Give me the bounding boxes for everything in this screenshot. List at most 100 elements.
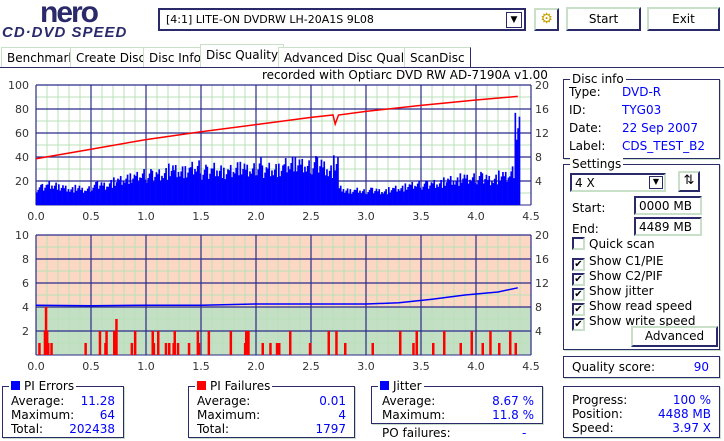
pi-error-bar <box>378 189 381 205</box>
pi-error-bar <box>438 183 441 205</box>
x-tick-label: 1.0 <box>137 360 155 373</box>
pi-error-bar <box>500 176 503 205</box>
start-input[interactable]: 0000 MB <box>634 196 702 215</box>
start-button[interactable]: Start <box>566 7 641 31</box>
pi-errors-legend-swatch <box>11 381 20 390</box>
pi-failure-bar <box>261 343 264 355</box>
checkmark-icon[interactable]: ✔ <box>572 288 585 301</box>
pi-failure-bar <box>415 331 418 355</box>
pi-error-bar <box>355 189 357 205</box>
pi-error-bar <box>194 169 196 205</box>
pi-error-bar <box>414 185 416 205</box>
x-tick-label: 0.5 <box>82 360 100 373</box>
pi-error-bar <box>223 167 225 205</box>
pi-failure-bar <box>412 343 415 355</box>
x-tick-label: 0.5 <box>82 210 100 223</box>
show-read-speed-checkbox[interactable]: ✔ Show read speed <box>572 299 692 316</box>
pi-error-bar <box>218 170 221 205</box>
pi-error-bar <box>324 175 327 205</box>
pi-error-bar <box>53 185 56 205</box>
exit-button[interactable]: Exit <box>647 7 720 31</box>
jitter-legend-swatch <box>380 381 389 390</box>
pi-error-bar <box>509 176 511 205</box>
pi-error-bar <box>349 189 352 205</box>
tab-disc-info[interactable]: Disc Info <box>143 47 207 68</box>
pi-failure-bar <box>115 319 118 355</box>
pi-error-bar <box>302 172 305 205</box>
tab-disc-quality[interactable]: Disc Quality <box>200 44 285 68</box>
pi-error-bar <box>322 167 324 205</box>
pi-failure-bar <box>481 343 484 355</box>
pi-errors-title: PI Errors <box>24 379 75 393</box>
pi-error-bar <box>476 184 478 205</box>
chevron-down-icon[interactable]: ▼ <box>506 12 522 28</box>
pi-error-bar <box>103 182 106 205</box>
tab-advanced-disc-quality[interactable]: Advanced Disc Quality <box>278 47 426 68</box>
pi-error-bar <box>370 187 372 205</box>
pi-error-bar <box>151 170 154 205</box>
pi-error-bar <box>503 176 506 205</box>
chevron-down-icon[interactable]: ▼ <box>649 176 663 189</box>
pi-failure-bar <box>173 331 176 355</box>
pi-error-bar <box>396 191 398 205</box>
average-label: Average: <box>382 394 436 408</box>
pi-error-bar <box>308 160 310 205</box>
show-c2-pif-checkbox[interactable]: ✔ Show C2/PIF <box>572 269 663 286</box>
pi-error-bar <box>147 178 150 205</box>
checkmark-icon[interactable]: ✔ <box>572 273 585 286</box>
pi-error-bar <box>448 179 451 205</box>
pi-error-bar <box>286 172 288 205</box>
pi-error-bar <box>141 173 144 205</box>
x-tick-label: 2.0 <box>247 210 265 223</box>
x-tick-label: 3.0 <box>357 210 375 223</box>
pi-error-bar <box>157 174 159 205</box>
pi-error-bar <box>213 162 216 205</box>
drive-select[interactable]: [4:1] LITE-ON DVDRW LH-20A1S 9L08 ▼ <box>158 8 526 31</box>
pi-error-bar <box>375 188 378 205</box>
pi-error-bar <box>434 187 437 205</box>
pi-error-bar <box>311 174 313 205</box>
x-tick-label: 4.0 <box>467 360 485 373</box>
pi-error-bar <box>399 190 401 205</box>
pi-error-bar <box>99 185 101 205</box>
speed-select[interactable]: 4 X ▼ <box>570 173 666 192</box>
pi-error-bar <box>467 183 470 205</box>
pi-error-bar <box>196 165 199 205</box>
y-tick-label: 80 <box>15 103 29 116</box>
tab-scandisc[interactable]: ScanDisc <box>404 47 471 68</box>
quick-scan-checkbox[interactable]: Quick scan <box>572 237 655 251</box>
show-c1-pie-checkbox[interactable]: ✔ Show C1/PIE <box>572 254 664 271</box>
pi-error-bar <box>368 189 371 205</box>
drive-config-icon[interactable]: ⚙ <box>534 8 559 31</box>
show-write-speed-checkbox[interactable]: ✔ Show write speed <box>572 314 695 331</box>
pi-errors-total: 202438 <box>69 422 115 436</box>
pi-error-bar <box>272 175 275 205</box>
x-tick-label: 1.0 <box>137 210 155 223</box>
pi-error-bar <box>89 191 92 205</box>
pi-error-bar <box>247 176 250 205</box>
pi-error-bar <box>78 185 81 205</box>
tab-create-disc[interactable]: Create Disc <box>70 47 152 68</box>
checkmark-icon[interactable]: ✔ <box>572 258 585 271</box>
show-jitter-checkbox[interactable]: ✔ Show jitter <box>572 284 654 301</box>
refresh-icon[interactable]: ⇅ <box>678 171 700 192</box>
checkmark-icon[interactable]: ✔ <box>572 303 585 316</box>
pi-error-bar <box>159 180 162 205</box>
maximum-label: Maximum: <box>382 408 446 422</box>
pi-error-bar <box>330 165 332 205</box>
pi-error-bar <box>339 185 342 205</box>
pi-error-bar <box>45 184 48 205</box>
pi-error-bar <box>390 190 393 205</box>
pi-error-bar <box>341 191 343 205</box>
checkbox-unchecked[interactable] <box>572 237 585 250</box>
pi-error-bar <box>38 187 41 205</box>
pi-error-bar <box>132 178 134 205</box>
advanced-button[interactable]: Advanced <box>631 326 718 347</box>
pi-error-bar <box>64 185 67 205</box>
checkmark-icon[interactable]: ✔ <box>572 318 585 331</box>
pi-error-bar <box>55 182 57 205</box>
pi-error-bar <box>262 178 265 205</box>
end-input[interactable]: 4489 MB <box>634 217 702 236</box>
pi-error-bar <box>276 177 279 205</box>
pi-error-bar <box>246 164 249 205</box>
